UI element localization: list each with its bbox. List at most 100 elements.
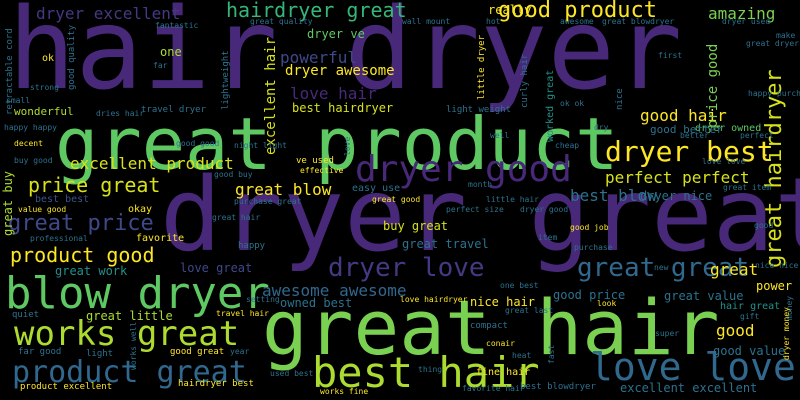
- word: dryer nice: [640, 189, 713, 203]
- word: wonderful: [14, 105, 74, 118]
- word: year: [230, 347, 250, 356]
- word: wall mount: [402, 17, 451, 26]
- word: heat: [512, 351, 532, 360]
- word: easy use: [352, 183, 401, 194]
- word: dry: [594, 123, 609, 132]
- word: nice hair: [470, 295, 536, 309]
- word: best hairdryer: [292, 101, 394, 115]
- word: powerful: [280, 48, 358, 67]
- word: hot: [486, 17, 501, 26]
- word: gift: [740, 312, 760, 321]
- word: awesome: [560, 17, 594, 26]
- word: travel hair: [216, 309, 269, 318]
- word: blow dryer: [5, 268, 270, 319]
- word: buy great: [383, 219, 449, 233]
- word: travel dryer: [141, 105, 207, 115]
- word: good great: [170, 347, 225, 357]
- word: hair great: [720, 301, 781, 312]
- word: purchase: [574, 243, 613, 252]
- word: love love: [702, 157, 746, 166]
- word: love hair: [290, 84, 377, 103]
- word: well: [490, 131, 510, 140]
- word: works fine: [320, 387, 369, 396]
- word: great last: [505, 306, 554, 315]
- word: dryer good: [355, 149, 572, 190]
- word: dryer good: [520, 205, 569, 214]
- word: great blowdryer: [602, 17, 675, 26]
- word: good value: [713, 344, 786, 358]
- word: better: [680, 131, 709, 140]
- word: light: [86, 349, 114, 359]
- word: compact: [470, 321, 508, 331]
- word: excellent hair: [263, 36, 279, 155]
- word: love great: [180, 261, 253, 275]
- word: setting: [246, 295, 280, 304]
- word: best blow: [570, 186, 657, 205]
- word: effective: [300, 166, 344, 175]
- word: price good: [705, 43, 721, 128]
- word: perfect: [740, 131, 774, 140]
- word: dryer used: [722, 17, 771, 26]
- word: fine hair: [476, 367, 531, 378]
- word: good good: [176, 139, 220, 148]
- word: purchase great: [234, 197, 302, 206]
- word: little dryer: [477, 34, 487, 100]
- word: happy happy: [4, 123, 57, 132]
- word: great blow: [235, 180, 332, 199]
- word: hairdryer great: [226, 0, 407, 22]
- word: good: [754, 221, 774, 230]
- word: dryer great: [160, 156, 800, 275]
- word: great great: [577, 253, 750, 283]
- word: professional: [30, 234, 88, 243]
- word: best best: [35, 194, 90, 205]
- word: good product: [498, 0, 657, 23]
- word: okay: [128, 204, 153, 215]
- word: excellent excellent: [620, 381, 758, 395]
- word: product excellent: [20, 382, 113, 392]
- word: far: [153, 61, 168, 70]
- word: far good: [18, 347, 62, 357]
- word: favorite hair: [462, 384, 525, 393]
- word: perfect perfect: [605, 168, 750, 187]
- word: great item: [723, 183, 772, 192]
- word: amazing: [708, 4, 776, 23]
- word: best hair: [312, 348, 540, 397]
- word: nice nice: [755, 261, 799, 270]
- word: small: [6, 96, 31, 105]
- word: dryer money: [782, 307, 791, 360]
- word: happy purchase: [748, 89, 800, 98]
- word: happy: [238, 241, 266, 251]
- word: great work: [55, 264, 128, 278]
- word: one: [160, 45, 182, 59]
- word: awesome awesome: [262, 281, 407, 300]
- word: super: [655, 329, 680, 338]
- word: dryer awesome: [285, 63, 395, 79]
- word: ok ok: [560, 99, 585, 108]
- word: lightweight: [221, 50, 231, 110]
- word: product great: [12, 355, 247, 390]
- word: works well: [129, 321, 138, 370]
- word: love love: [590, 345, 796, 389]
- word: first: [658, 51, 683, 60]
- word: great value: [664, 289, 744, 303]
- word: dryer best: [605, 135, 774, 168]
- word: nice: [615, 88, 625, 110]
- word: great dryer: [746, 39, 799, 48]
- word: best blowdryer: [520, 382, 596, 392]
- word: good job: [570, 223, 609, 232]
- word: value good: [18, 205, 67, 214]
- word: good better: [650, 123, 723, 136]
- word: good: [716, 321, 755, 340]
- word: light weight: [446, 105, 512, 115]
- word: look: [597, 299, 617, 308]
- word: great hair: [262, 283, 720, 372]
- word: great quality: [250, 17, 313, 26]
- word: good hair: [640, 106, 727, 125]
- word: decent: [14, 139, 43, 148]
- word: month: [468, 180, 493, 189]
- word: quiet: [12, 310, 40, 320]
- word: curly hair: [520, 53, 530, 108]
- word: great buy: [1, 170, 15, 236]
- word: good buy: [214, 170, 253, 179]
